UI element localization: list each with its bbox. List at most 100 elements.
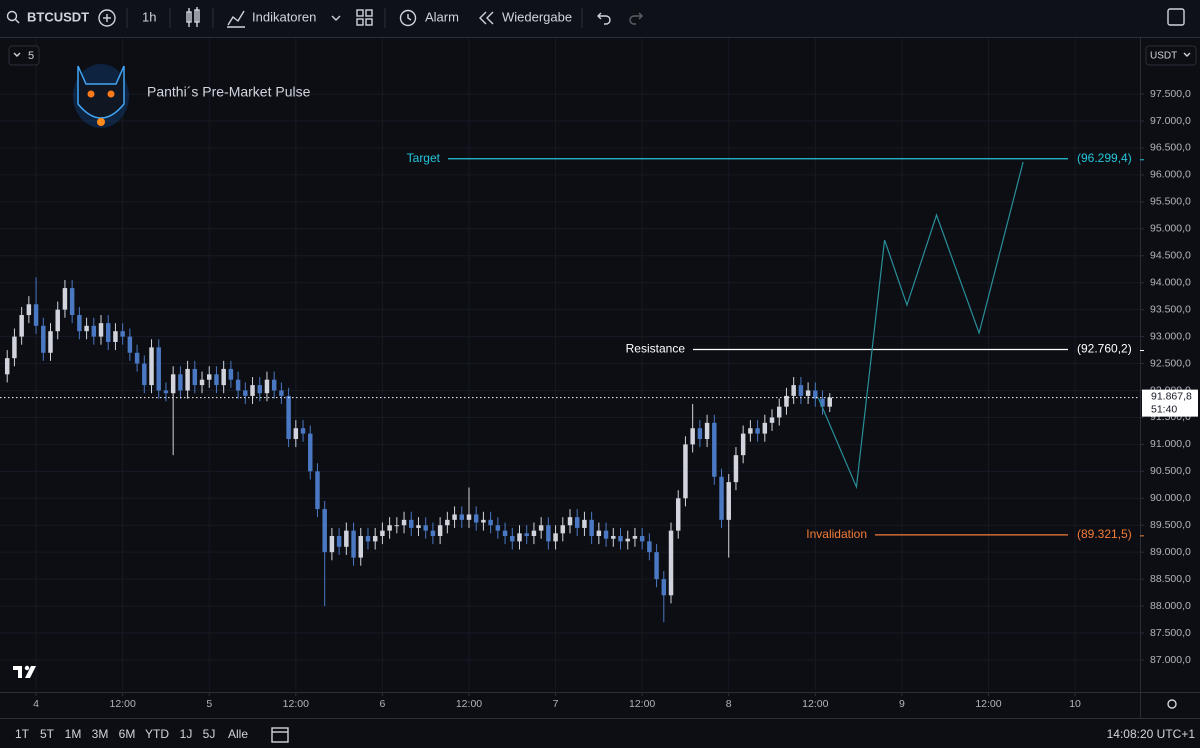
range-button[interactable]: 1M bbox=[65, 727, 82, 741]
chart-title: Panthi´s Pre-Market Pulse bbox=[147, 84, 311, 100]
candle-body bbox=[546, 525, 551, 542]
level-value-label: (96.299,4) bbox=[1077, 151, 1132, 165]
y-tick-label: 95.000,0 bbox=[1150, 223, 1191, 235]
candle-body bbox=[228, 368, 234, 380]
compare-button[interactable] bbox=[98, 9, 116, 27]
undo-button[interactable] bbox=[597, 12, 611, 25]
candle-body bbox=[697, 428, 703, 440]
search-icon[interactable] bbox=[6, 10, 20, 24]
axis-settings[interactable] bbox=[1167, 699, 1177, 709]
candle-body bbox=[423, 525, 428, 531]
candle-body bbox=[329, 536, 335, 553]
candle-body bbox=[596, 530, 602, 537]
candle-body bbox=[618, 536, 623, 542]
candle-body bbox=[55, 309, 60, 332]
calendar-button[interactable] bbox=[271, 727, 289, 743]
y-tick-label: 88.500,0 bbox=[1150, 573, 1191, 585]
candle-body bbox=[538, 525, 544, 531]
interval-count-box[interactable] bbox=[8, 45, 40, 66]
y-tick-label: 96.000,0 bbox=[1150, 169, 1191, 181]
y-tick-label: 88.000,0 bbox=[1150, 600, 1191, 612]
alarm-button[interactable]: Alarm bbox=[425, 9, 459, 24]
replay-button[interactable]: Wiedergabe bbox=[502, 9, 572, 24]
candle-body bbox=[221, 368, 226, 386]
range-button[interactable]: YTD bbox=[145, 727, 169, 741]
range-button[interactable]: Alle bbox=[228, 727, 248, 741]
candle-body bbox=[199, 379, 205, 386]
candle-body bbox=[791, 385, 796, 396]
candle-body bbox=[308, 433, 313, 472]
candle-body bbox=[142, 363, 147, 386]
candle-body bbox=[719, 476, 724, 520]
candle-body bbox=[726, 482, 731, 520]
candle-body bbox=[19, 315, 24, 337]
candle-body bbox=[394, 525, 400, 527]
indicators-button[interactable]: Indikatoren bbox=[252, 9, 316, 24]
current-price-label: 91.867,8 bbox=[1151, 390, 1192, 402]
candle-body bbox=[416, 525, 421, 528]
candle-body bbox=[553, 533, 558, 542]
candle-body bbox=[300, 428, 306, 434]
indicators-dropdown[interactable] bbox=[331, 15, 341, 21]
candle-body bbox=[250, 385, 255, 396]
cat-logo bbox=[73, 64, 129, 128]
level-name: Invalidation bbox=[806, 527, 867, 541]
candle-body bbox=[560, 525, 566, 534]
candle-body bbox=[33, 304, 39, 326]
candle-body bbox=[322, 509, 327, 553]
candle-body bbox=[84, 325, 89, 332]
candle-body bbox=[98, 323, 104, 337]
candle-body bbox=[582, 519, 587, 528]
candle-body bbox=[784, 395, 789, 407]
range-button[interactable]: 5J bbox=[203, 727, 216, 741]
candle-body bbox=[344, 530, 349, 547]
y-tick-label: 97.500,0 bbox=[1150, 88, 1191, 100]
alarm-icon[interactable] bbox=[399, 9, 417, 27]
range-button[interactable]: 3M bbox=[92, 727, 109, 741]
y-tick-label: 87.500,0 bbox=[1150, 627, 1191, 639]
x-tick-label: 4 bbox=[33, 698, 39, 710]
y-tick-label: 92.500,0 bbox=[1150, 357, 1191, 369]
currency-box[interactable] bbox=[1145, 45, 1197, 66]
candle-body bbox=[805, 390, 811, 396]
interval[interactable]: 1h bbox=[142, 9, 156, 24]
x-tick-label: 5 bbox=[206, 698, 212, 710]
redo-button[interactable] bbox=[629, 12, 643, 25]
chart-type-button[interactable] bbox=[186, 7, 200, 27]
y-tick-label: 93.500,0 bbox=[1150, 303, 1191, 315]
candle-body bbox=[452, 514, 457, 520]
candle-body bbox=[127, 336, 133, 353]
candle-body bbox=[113, 331, 118, 342]
candle-body bbox=[430, 530, 436, 537]
candle-body bbox=[683, 444, 688, 499]
replay-icon[interactable] bbox=[479, 11, 494, 25]
range-button[interactable]: 1J bbox=[180, 727, 193, 741]
interval-count[interactable]: 5 bbox=[28, 50, 34, 62]
candle-body bbox=[264, 379, 270, 394]
candle-body bbox=[531, 530, 537, 537]
fullscreen-button[interactable] bbox=[1167, 8, 1185, 26]
candle-body bbox=[257, 385, 262, 394]
candle-body bbox=[279, 390, 284, 396]
range-button[interactable]: 5T bbox=[40, 727, 55, 741]
indicators-icon[interactable] bbox=[227, 10, 245, 28]
candle-body bbox=[134, 352, 140, 364]
plot-area bbox=[0, 38, 1140, 690]
candle-body bbox=[12, 336, 17, 359]
candle-body bbox=[777, 406, 782, 418]
x-tick-label: 8 bbox=[726, 698, 732, 710]
range-button[interactable]: 1T bbox=[15, 727, 30, 741]
candle-body bbox=[798, 385, 804, 396]
current-price-box bbox=[1142, 389, 1198, 417]
candle-body bbox=[675, 498, 681, 531]
candle-body bbox=[401, 519, 407, 526]
range-button[interactable]: 6M bbox=[119, 727, 136, 741]
symbol[interactable]: BTCUSDT bbox=[27, 9, 89, 24]
countdown: 51:40 bbox=[1151, 403, 1177, 415]
currency[interactable]: USDT bbox=[1150, 51, 1177, 62]
layout-button[interactable] bbox=[356, 9, 373, 26]
candle-body bbox=[459, 514, 465, 520]
level-value-label: (89.321,5) bbox=[1077, 527, 1132, 541]
candle-body bbox=[41, 325, 46, 353]
candle-body bbox=[156, 347, 161, 391]
